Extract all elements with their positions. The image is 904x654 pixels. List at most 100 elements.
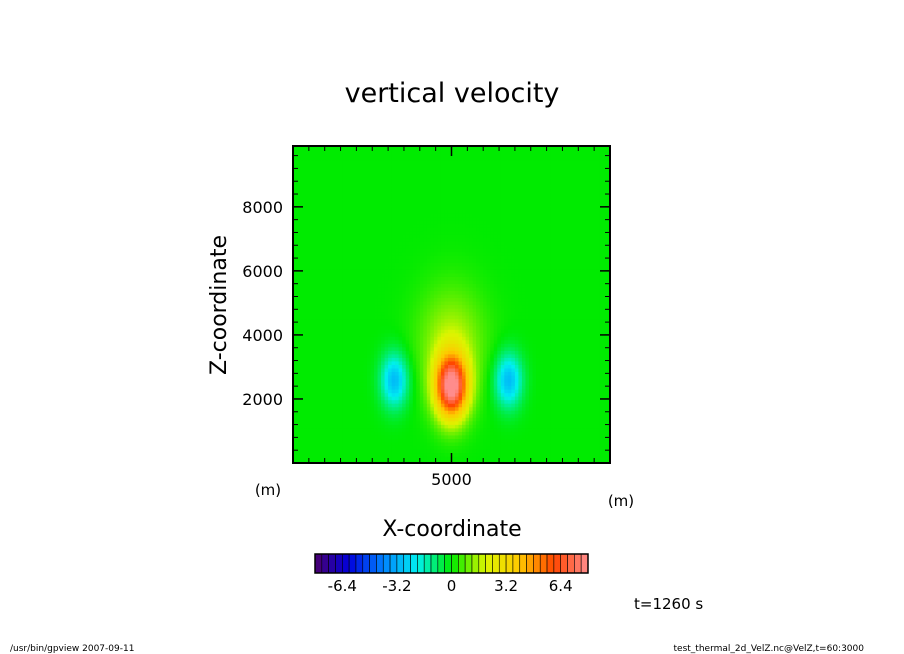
heatmap-cell xyxy=(384,389,389,394)
heatmap-cell xyxy=(469,374,474,380)
heatmap-cell xyxy=(370,350,375,355)
heatmap-cell xyxy=(447,459,453,464)
heatmap-cell xyxy=(405,272,410,277)
heatmap-cell xyxy=(352,315,357,320)
heatmap-cell xyxy=(395,357,400,362)
heatmap-cell xyxy=(419,399,424,404)
heatmap-cell xyxy=(405,202,410,207)
heatmap-cell xyxy=(465,385,470,390)
heatmap-cell xyxy=(342,396,347,401)
heatmap-cell xyxy=(469,184,474,189)
heatmap-cell xyxy=(455,191,460,196)
heatmap-cell xyxy=(476,160,481,165)
heatmap-cell xyxy=(342,255,347,260)
heatmap-cell xyxy=(472,262,477,267)
heatmap-cell xyxy=(391,167,396,172)
heatmap-cell xyxy=(363,434,368,439)
heatmap-cell xyxy=(398,184,403,189)
heatmap-cell xyxy=(303,445,308,450)
heatmap-cell xyxy=(314,156,319,161)
heatmap-cell xyxy=(370,427,375,432)
heatmap-cell xyxy=(472,399,477,404)
heatmap-cell xyxy=(398,367,403,373)
heatmap-cell xyxy=(331,417,336,422)
heatmap-cell xyxy=(433,332,439,337)
heatmap-cell xyxy=(381,160,386,165)
heatmap-cell xyxy=(395,300,400,306)
heatmap-cell xyxy=(426,202,431,207)
heatmap-cell xyxy=(458,448,463,454)
heatmap-cell xyxy=(451,406,456,411)
heatmap-cell xyxy=(370,216,375,221)
heatmap-cell xyxy=(451,364,456,369)
heatmap-cell xyxy=(440,230,446,235)
heatmap-cell xyxy=(419,219,424,225)
heatmap-cell xyxy=(314,212,319,218)
heatmap-cell xyxy=(479,336,484,341)
heatmap-cell xyxy=(338,336,343,341)
heatmap-cell xyxy=(433,230,439,235)
heatmap-cell xyxy=(314,452,319,457)
heatmap-cell xyxy=(423,212,428,218)
heatmap-cell xyxy=(352,350,357,355)
heatmap-cell xyxy=(324,413,329,418)
heatmap-cell xyxy=(307,385,312,390)
heatmap-cell xyxy=(314,424,319,429)
heatmap-cell xyxy=(293,318,298,323)
heatmap-cell xyxy=(416,241,421,246)
heatmap-cell xyxy=(377,255,382,260)
heatmap-cell xyxy=(433,318,439,323)
heatmap-cell xyxy=(303,241,308,246)
heatmap-cell xyxy=(472,367,477,373)
heatmap-cell xyxy=(412,297,417,302)
heatmap-cell xyxy=(472,315,477,320)
heatmap-cell xyxy=(331,184,336,189)
heatmap-cell xyxy=(479,410,484,415)
heatmap-cell xyxy=(479,385,484,390)
heatmap-cell xyxy=(469,297,474,302)
heatmap-cell xyxy=(384,212,389,218)
heatmap-cell xyxy=(451,248,456,253)
heatmap-cell xyxy=(412,329,417,334)
heatmap-cell xyxy=(324,329,329,334)
heatmap-cell xyxy=(293,420,298,425)
heatmap-cell xyxy=(377,336,382,341)
heatmap-cell xyxy=(483,346,488,351)
heatmap-cell xyxy=(451,452,456,457)
heatmap-cell xyxy=(398,212,403,218)
heatmap-cell xyxy=(444,374,449,380)
heatmap-cell xyxy=(356,438,361,443)
heatmap-cell xyxy=(430,350,435,355)
heatmap-cell xyxy=(423,269,428,274)
heatmap-cell xyxy=(314,346,319,351)
heatmap-cell xyxy=(455,417,460,422)
heatmap-cell xyxy=(412,339,417,344)
heatmap-cell xyxy=(455,396,460,401)
heatmap-cell xyxy=(342,371,347,376)
heatmap-cell xyxy=(444,427,449,432)
heatmap-cell xyxy=(321,195,326,200)
heatmap-cell xyxy=(398,455,403,461)
heatmap-cell xyxy=(426,448,431,454)
heatmap-cell xyxy=(447,343,453,348)
heatmap-cell xyxy=(349,205,354,210)
heatmap-cells xyxy=(293,146,611,464)
heatmap-cell xyxy=(293,234,298,239)
heatmap-cell xyxy=(314,448,319,454)
heatmap-cell xyxy=(342,353,347,358)
heatmap-cell xyxy=(345,255,350,260)
heatmap-cell xyxy=(338,276,343,281)
heatmap-cell xyxy=(472,459,477,464)
heatmap-cell xyxy=(384,181,389,186)
heatmap-cell xyxy=(314,293,319,299)
heatmap-cell xyxy=(310,230,315,235)
heatmap-cell xyxy=(486,346,491,351)
heatmap-cell xyxy=(310,364,315,369)
heatmap-cell xyxy=(398,251,403,256)
heatmap-cell xyxy=(384,293,389,299)
heatmap-cell xyxy=(395,389,400,394)
heatmap-cell xyxy=(377,219,382,225)
heatmap-cell xyxy=(328,234,333,239)
heatmap-cell xyxy=(377,209,382,214)
heatmap-cell xyxy=(412,346,417,351)
